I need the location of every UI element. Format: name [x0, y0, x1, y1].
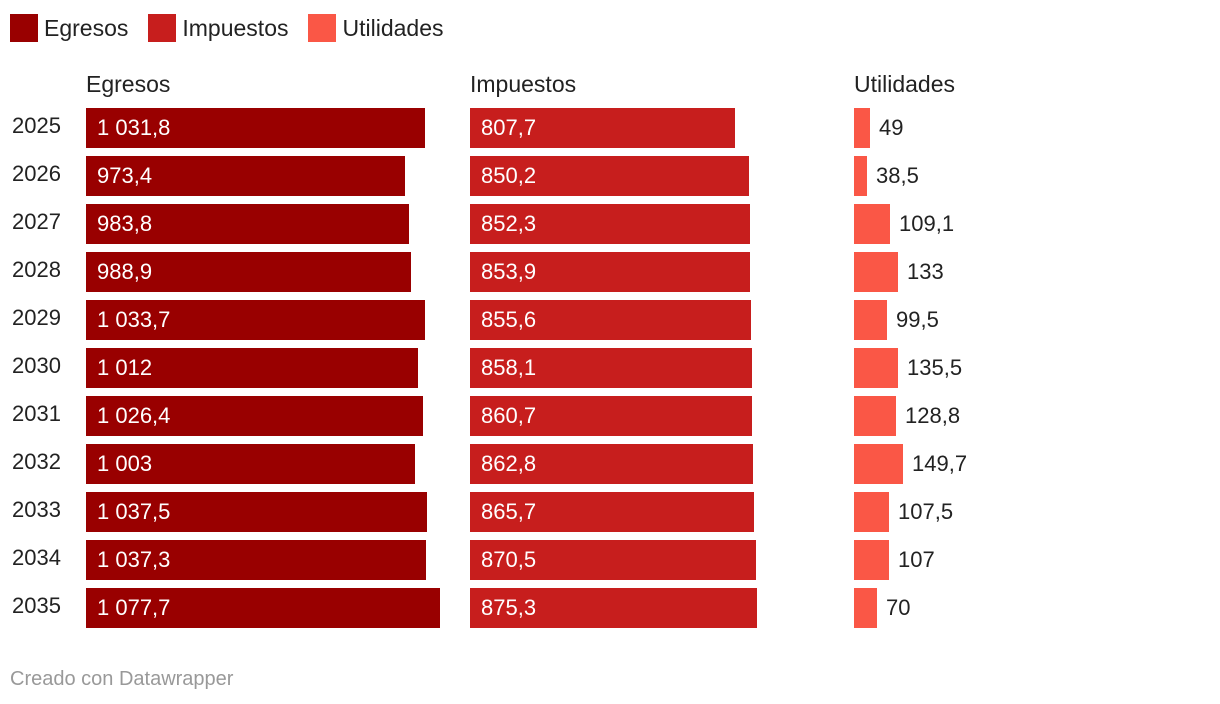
value-label: 133: [907, 259, 944, 284]
bar-utilidades-2035: [854, 588, 877, 628]
bar-impuestos-2033: [470, 492, 754, 532]
value-label: 1 003: [97, 451, 153, 476]
value-label: 1 037,3: [97, 547, 171, 572]
bar-utilidades-2025: [854, 108, 870, 148]
year-label: 2030: [12, 353, 61, 378]
legend-swatch: [308, 14, 337, 42]
bar-impuestos-2028: [470, 252, 750, 292]
bar-egresos-2035: [86, 588, 440, 628]
bar-egresos-2032: [86, 444, 415, 484]
bar-impuestos-2026: [470, 156, 749, 196]
value-label: 38,5: [876, 163, 919, 188]
bar-egresos-2033: [86, 492, 427, 532]
bar-impuestos-2027: [470, 204, 750, 244]
year-label: 2032: [12, 449, 61, 474]
bar-utilidades-2027: [854, 204, 890, 244]
legend-swatch: [148, 14, 177, 42]
value-label: 1 012: [97, 355, 153, 380]
value-label: 149,7: [912, 451, 968, 476]
value-label: 852,3: [481, 211, 537, 236]
value-label: 862,8: [481, 451, 537, 476]
legend-label: Egresos: [44, 14, 129, 41]
value-label: 858,1: [481, 355, 537, 380]
bar-utilidades-2026: [854, 156, 867, 196]
value-label: 860,7: [481, 403, 537, 428]
legend: Egresos Impuestos Utilidades: [10, 14, 463, 42]
legend-label: Impuestos: [182, 14, 289, 41]
year-label: 2034: [12, 545, 61, 570]
bar-impuestos-2025: [470, 108, 735, 148]
bar-utilidades-2032: [854, 444, 903, 484]
value-label: 1 077,7: [97, 595, 171, 620]
bar-utilidades-2028: [854, 252, 898, 292]
value-label: 983,8: [97, 211, 153, 236]
bar-impuestos-2034: [470, 540, 756, 580]
value-label: 107: [898, 547, 935, 572]
bar-egresos-2025: [86, 108, 425, 148]
bar-impuestos-2031: [470, 396, 752, 436]
year-label: 2026: [12, 161, 61, 186]
value-label: 850,2: [481, 163, 537, 188]
value-label: 128,8: [905, 403, 961, 428]
bar-impuestos-2035: [470, 588, 757, 628]
year-label: 2029: [12, 305, 61, 330]
value-label: 1 037,5: [97, 499, 171, 524]
bar-impuestos-2029: [470, 300, 751, 340]
bar-impuestos-2030: [470, 348, 752, 388]
value-label: 807,7: [481, 115, 537, 140]
bar-impuestos-2032: [470, 444, 753, 484]
value-label: 870,5: [481, 547, 537, 572]
value-label: 875,3: [481, 595, 537, 620]
bar-egresos-2027: [86, 204, 409, 244]
bar-egresos-2034: [86, 540, 426, 580]
value-label: 107,5: [898, 499, 954, 524]
value-label: 865,7: [481, 499, 537, 524]
bar-utilidades-2029: [854, 300, 887, 340]
value-label: 70: [886, 595, 911, 620]
legend-swatch: [10, 14, 38, 42]
bar-egresos-2028: [86, 252, 411, 292]
footer-credit: Creado con Datawrapper: [10, 668, 234, 690]
value-label: 1 026,4: [97, 403, 171, 428]
legend-label: Utilidades: [342, 14, 444, 41]
value-label: 135,5: [907, 355, 963, 380]
value-label: 109,1: [899, 211, 955, 236]
legend-item-1: Impuestos: [148, 14, 288, 42]
value-label: 855,6: [481, 307, 537, 332]
year-label: 2027: [12, 209, 61, 234]
column-title-2: Utilidades: [854, 71, 955, 97]
year-label: 2031: [12, 401, 61, 426]
column-title-0: Egresos: [86, 71, 171, 97]
value-label: 1 031,8: [97, 115, 171, 140]
bar-egresos-2029: [86, 300, 425, 340]
bar-egresos-2026: [86, 156, 405, 196]
value-label: 973,4: [97, 163, 153, 188]
year-label: 2028: [12, 257, 61, 282]
legend-item-2: Utilidades: [308, 14, 443, 42]
bar-utilidades-2030: [854, 348, 898, 388]
bar-egresos-2030: [86, 348, 418, 388]
bar-utilidades-2033: [854, 492, 889, 532]
value-label: 1 033,7: [97, 307, 171, 332]
column-title-1: Impuestos: [470, 71, 577, 97]
bar-utilidades-2031: [854, 396, 896, 436]
bar-utilidades-2034: [854, 540, 889, 580]
year-label: 2035: [12, 593, 61, 618]
value-label: 988,9: [97, 259, 153, 284]
value-label: 99,5: [896, 307, 939, 332]
value-label: 853,9: [481, 259, 537, 284]
legend-item-0: Egresos: [10, 14, 128, 42]
year-label: 2033: [12, 497, 61, 522]
value-label: 49: [879, 115, 904, 140]
year-label: 2025: [12, 113, 61, 138]
bar-egresos-2031: [86, 396, 423, 436]
